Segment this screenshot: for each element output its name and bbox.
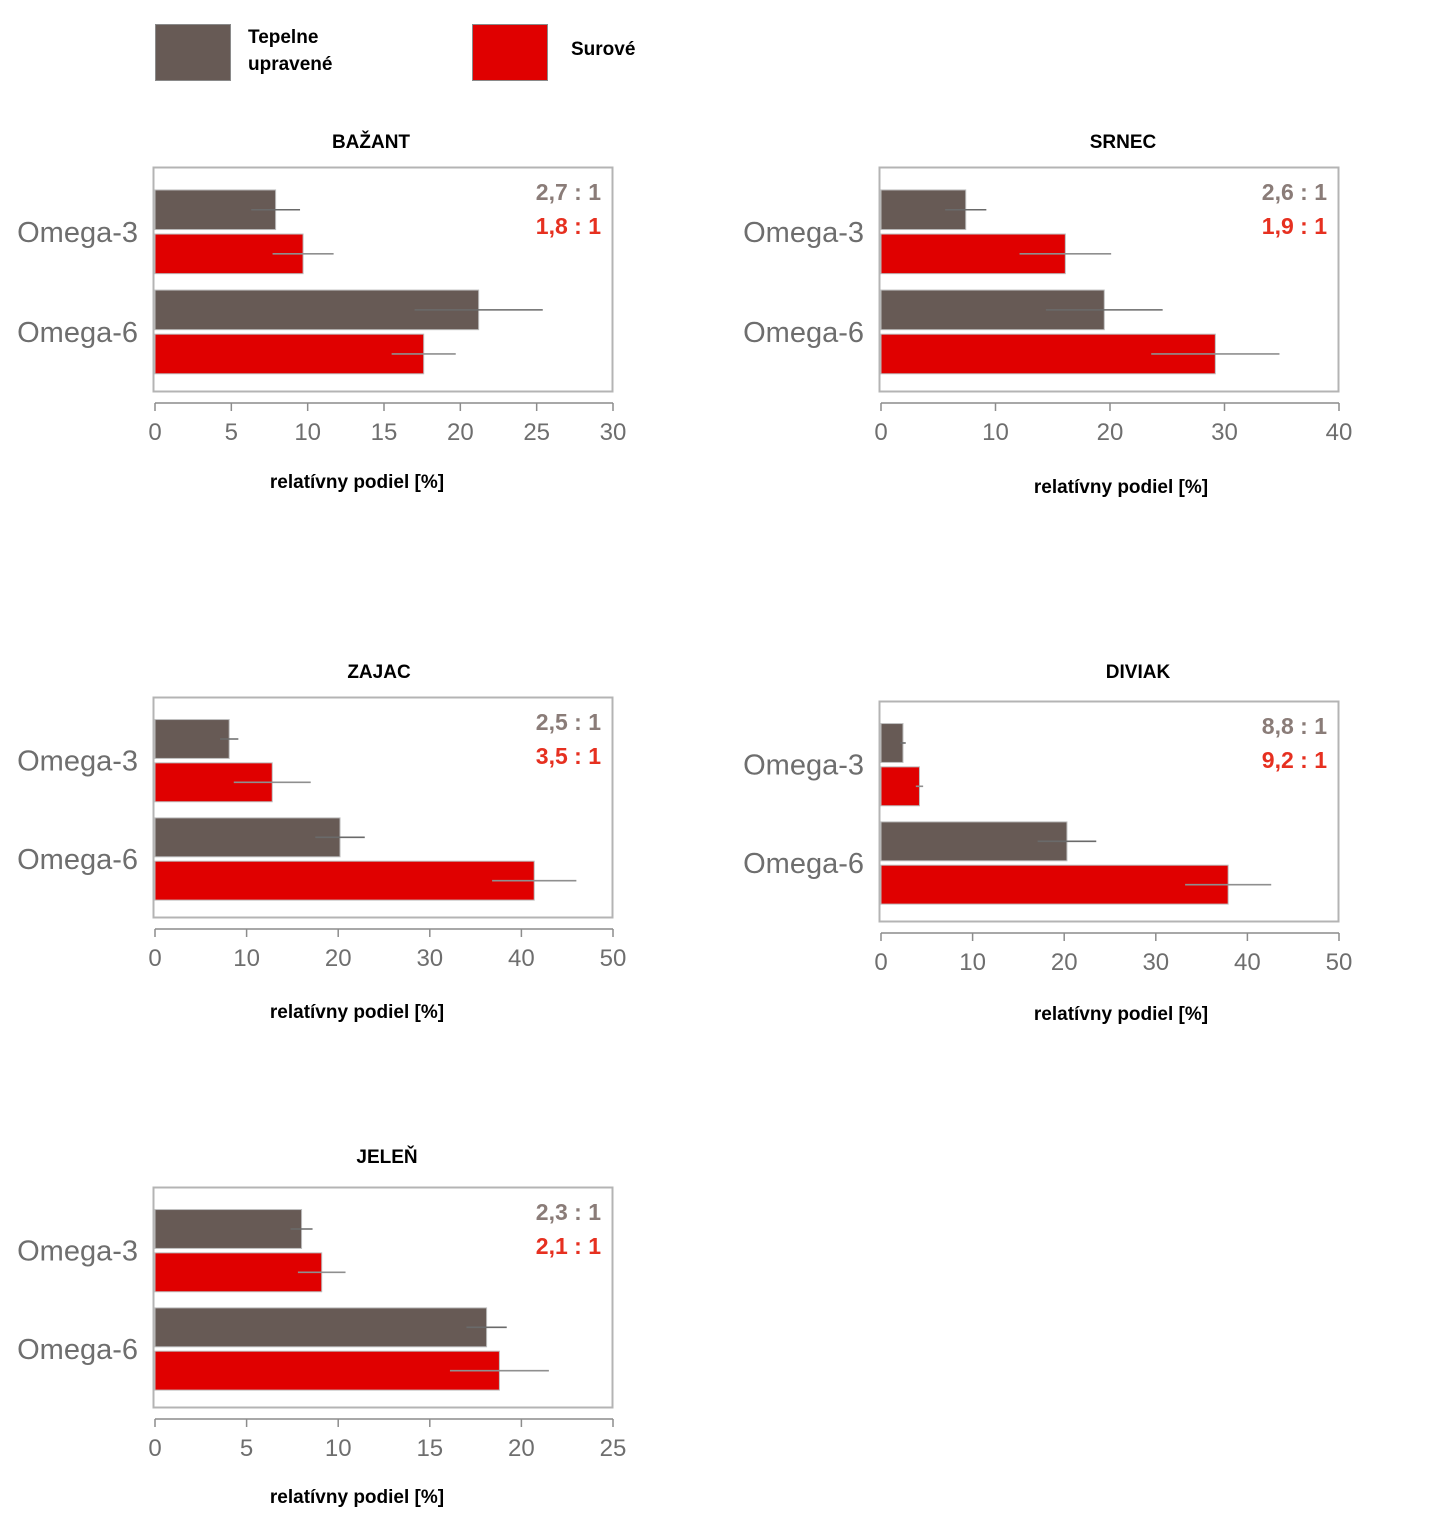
chart-svg: DIVIAK Omega-3 Omega-6 8,8 : 1 9,2 : 1 0 10 20 3… — [743, 662, 1353, 1025]
x-axis-label: relatívny podiel [%] — [270, 1487, 444, 1508]
bar-omega-3-cooked — [154, 1209, 303, 1249]
plot-frame — [878, 700, 1340, 923]
x-tick-label-10: 10 — [982, 419, 1009, 446]
legend-label-cooked-line1: Tepelne — [248, 27, 319, 48]
bar-omega-3-cooked — [880, 723, 904, 763]
category-label-omega-6: Omega-6 — [743, 848, 864, 880]
x-tick-label-20: 20 — [447, 419, 474, 446]
ratio-cooked: 8,8 : 1 — [1262, 713, 1327, 739]
ratio-raw: 3,5 : 1 — [536, 743, 601, 769]
x-tick-label-5: 5 — [225, 419, 238, 446]
x-tick-label-0: 0 — [148, 1435, 161, 1462]
ratio-cooked: 2,7 : 1 — [536, 179, 601, 205]
legend-swatch-raw — [472, 24, 548, 81]
x-tick-label-0: 0 — [874, 949, 887, 976]
category-label-omega-6: Omega-6 — [743, 317, 864, 349]
x-tick-label-10: 10 — [294, 419, 321, 446]
x-tick-label-30: 30 — [1211, 419, 1238, 446]
x-tick-label-50: 50 — [600, 945, 627, 972]
bar-omega-6-raw — [154, 1350, 500, 1391]
x-tick-label-40: 40 — [1326, 419, 1353, 446]
legend-label-cooked: Tepelne upravené — [248, 24, 332, 78]
bar-omega-6-raw — [154, 333, 425, 375]
x-tick-label-15: 15 — [371, 419, 398, 446]
chart-svg: SRNEC Omega-3 Omega-6 2,6 : 1 1,9 : 1 0 10 20 30… — [743, 132, 1353, 498]
chart-zajac: ZAJAC Omega-3 Omega-6 2,5 : 1 3,5 : 1 0 10 20 30… — [0, 655, 720, 1045]
x-tick-label-30: 30 — [600, 419, 627, 446]
x-tick-label-20: 20 — [1051, 949, 1078, 976]
bar-omega-6-cooked — [154, 817, 341, 858]
x-tick-label-5: 5 — [240, 1435, 253, 1462]
ratio-raw: 1,9 : 1 — [1262, 213, 1327, 239]
legend-label-raw-line1: Surové — [571, 39, 636, 60]
plot-frame — [152, 166, 614, 393]
x-axis-label: relatívny podiel [%] — [1034, 1004, 1208, 1025]
x-tick-label-0: 0 — [874, 419, 887, 446]
bar-omega-6-raw — [880, 864, 1229, 905]
bar-omega-3-cooked — [154, 719, 230, 759]
chart-svg: ZAJAC Omega-3 Omega-6 2,5 : 1 3,5 : 1 0 10 20 30… — [17, 662, 627, 1023]
x-tick-label-50: 50 — [1326, 949, 1353, 976]
bar-omega-3-raw — [880, 766, 920, 807]
bar-omega-6-raw — [154, 860, 535, 901]
category-label-omega-3: Omega-3 — [17, 746, 138, 778]
plot-frame — [152, 1186, 614, 1409]
bar-omega-6-cooked — [154, 1307, 488, 1348]
category-label-omega-3: Omega-3 — [743, 750, 864, 782]
ratio-raw: 2,1 : 1 — [536, 1233, 601, 1259]
category-label-omega-6: Omega-6 — [17, 844, 138, 876]
x-tick-label-40: 40 — [508, 945, 535, 972]
x-tick-label-10: 10 — [233, 945, 260, 972]
ratio-raw: 9,2 : 1 — [1262, 747, 1327, 773]
chart-srnec: SRNEC Omega-3 Omega-6 2,6 : 1 1,9 : 1 0 10 20 30… — [726, 125, 1446, 515]
category-label-omega-3: Omega-3 — [743, 217, 864, 249]
ratio-cooked: 2,3 : 1 — [536, 1199, 601, 1225]
x-tick-label-0: 0 — [148, 419, 161, 446]
chart-title: ZAJAC — [347, 662, 411, 683]
chart-jelen: JELEŇ Omega-3 Omega-6 2,3 : 1 2,1 : 1 0 5 10 15 2… — [0, 1140, 720, 1530]
chart-title: DIVIAK — [1106, 662, 1171, 683]
plot-frame — [152, 696, 614, 919]
x-tick-label-30: 30 — [416, 945, 443, 972]
x-tick-label-15: 15 — [416, 1435, 443, 1462]
ratio-cooked: 2,6 : 1 — [1262, 179, 1327, 205]
chart-title: BAŽANT — [332, 131, 410, 153]
legend-label-raw: Surové — [571, 36, 635, 63]
x-tick-label-30: 30 — [1142, 949, 1169, 976]
x-tick-label-20: 20 — [1097, 419, 1124, 446]
x-tick-label-25: 25 — [600, 1435, 627, 1462]
x-axis-label: relatívny podiel [%] — [270, 472, 444, 493]
x-axis-label: relatívny podiel [%] — [1034, 477, 1208, 498]
plot-frame — [878, 166, 1340, 393]
ratio-cooked: 2,5 : 1 — [536, 709, 601, 735]
chart-diviak: DIVIAK Omega-3 Omega-6 8,8 : 1 9,2 : 1 0 10 20 3… — [726, 655, 1446, 1045]
x-tick-label-20: 20 — [325, 945, 352, 972]
category-label-omega-6: Omega-6 — [17, 1334, 138, 1366]
chart-svg: JELEŇ Omega-3 Omega-6 2,3 : 1 2,1 : 1 0 5 10 15 2… — [17, 1146, 627, 1508]
chart-svg: BAŽANT Omega-3 Omega-6 2,7 : 1 1,8 : 1 0 5 10 15… — [17, 131, 627, 493]
x-tick-label-10: 10 — [325, 1435, 352, 1462]
x-axis-label: relatívny podiel [%] — [270, 1002, 444, 1023]
bar-omega-6-cooked — [880, 821, 1068, 862]
legend-label-cooked-line2: upravené — [248, 54, 333, 75]
ratio-raw: 1,8 : 1 — [536, 213, 601, 239]
x-tick-label-0: 0 — [148, 945, 161, 972]
chart-title: JELEŇ — [356, 1146, 417, 1168]
x-tick-label-10: 10 — [959, 949, 986, 976]
chart-bazant: BAŽANT Omega-3 Omega-6 2,7 : 1 1,8 : 1 0 5 10 15… — [0, 125, 720, 515]
category-label-omega-6: Omega-6 — [17, 317, 138, 349]
legend-swatch-cooked — [155, 24, 231, 81]
bar-omega-3-raw — [154, 1252, 323, 1293]
x-tick-label-20: 20 — [508, 1435, 535, 1462]
x-tick-label-25: 25 — [523, 419, 550, 446]
category-label-omega-3: Omega-3 — [17, 217, 138, 249]
x-tick-label-40: 40 — [1234, 949, 1261, 976]
chart-title: SRNEC — [1090, 132, 1157, 153]
category-label-omega-3: Omega-3 — [17, 1236, 138, 1268]
legend: Tepelne upravené Surové — [0, 0, 800, 100]
